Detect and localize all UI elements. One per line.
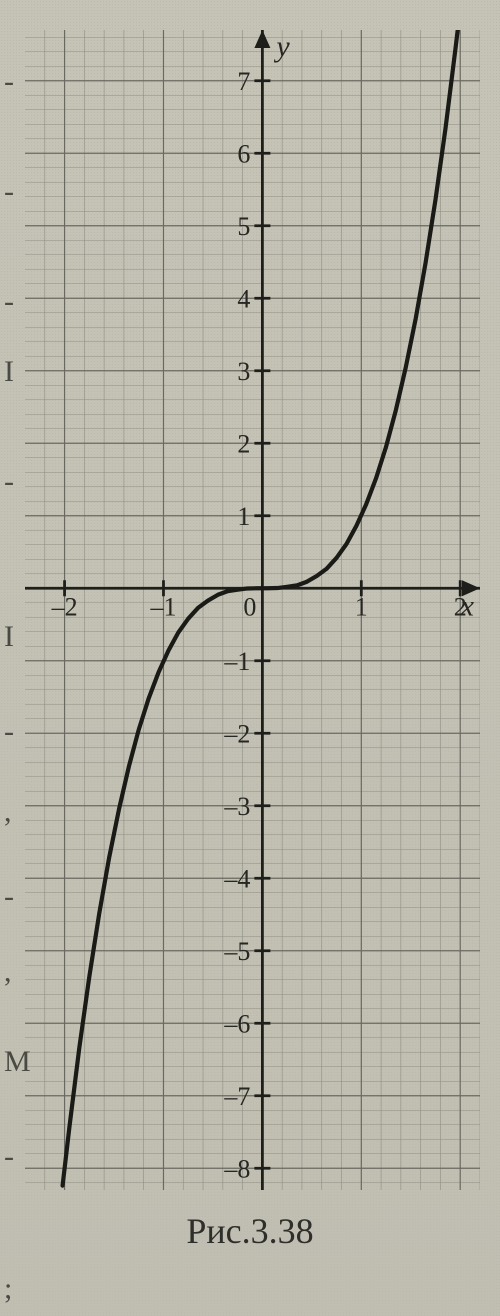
- cropped-text-fragment: -: [4, 465, 14, 499]
- x-tick-label: 1: [355, 593, 368, 622]
- figure-caption: Рис.3.38: [0, 1210, 500, 1252]
- cropped-text-fragment: -: [4, 175, 14, 209]
- y-tick-label: 6: [237, 139, 250, 168]
- cropped-text-fragment: -: [4, 1140, 14, 1174]
- cropped-text-fragment: ;: [4, 1272, 12, 1306]
- y-axis-label: y: [273, 30, 290, 63]
- y-tick-label: –7: [223, 1082, 250, 1111]
- y-tick-label: 1: [237, 502, 250, 531]
- y-tick-label: –3: [223, 792, 250, 821]
- cropped-text-fragment: -: [4, 880, 14, 914]
- y-tick-label: 2: [237, 429, 250, 458]
- x-tick-label: –1: [149, 593, 176, 622]
- x-tick-label: –2: [51, 593, 78, 622]
- cropped-text-fragment: ,: [4, 955, 12, 989]
- y-tick-label: 7: [237, 67, 250, 96]
- y-tick-label: 4: [237, 284, 250, 313]
- y-tick-label: –8: [223, 1154, 250, 1183]
- x-axis-label: x: [460, 590, 475, 623]
- cropped-text-fragment: I: [4, 620, 14, 654]
- cropped-text-fragment: I: [4, 355, 14, 389]
- y-tick-label: –6: [223, 1009, 250, 1038]
- y-tick-label: –5: [223, 937, 250, 966]
- cropped-text-fragment: -: [4, 715, 14, 749]
- cubic-function-chart: 7654321–1–2–3–4–5–6–7–8–2–1021yx: [25, 30, 480, 1190]
- cropped-text-fragment: -: [4, 65, 14, 99]
- y-tick-label: 3: [237, 357, 250, 386]
- chart-container: 7654321–1–2–3–4–5–6–7–8–2–1021yx: [25, 30, 480, 1190]
- y-tick-label: 5: [237, 212, 250, 241]
- y-tick-label: –2: [223, 719, 250, 748]
- x-tick-label: 0: [243, 593, 256, 622]
- cropped-text-fragment: ,: [4, 795, 12, 829]
- y-tick-label: –1: [223, 647, 250, 676]
- cropped-text-fragment: -: [4, 285, 14, 319]
- cropped-text-fragment: M: [4, 1045, 31, 1079]
- y-tick-label: –4: [223, 864, 250, 893]
